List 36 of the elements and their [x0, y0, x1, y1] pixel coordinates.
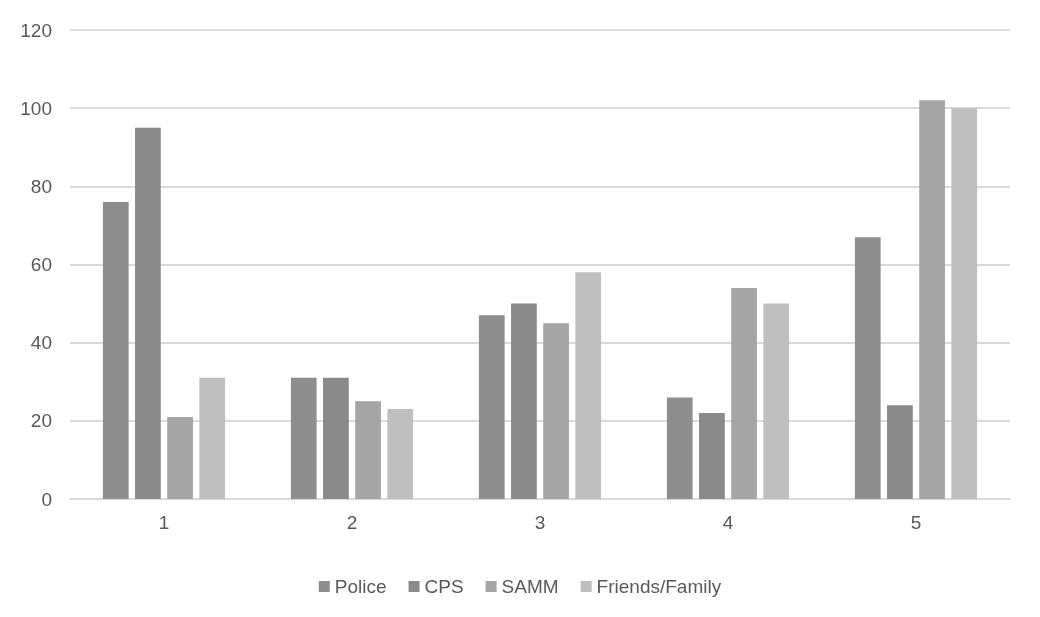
bar: [323, 377, 349, 499]
legend-label: Police: [334, 576, 387, 597]
bar: [763, 303, 790, 499]
bar: [387, 409, 414, 499]
bar: [854, 237, 881, 499]
bar: [511, 303, 537, 499]
y-tick-label: 120: [20, 19, 52, 41]
bar: [951, 108, 978, 499]
bar: [290, 377, 317, 499]
legend-label: CPS: [424, 576, 464, 597]
y-tick-label: 40: [30, 332, 52, 354]
bar: [355, 401, 381, 499]
bar: [135, 127, 161, 499]
y-tick-label: 60: [30, 254, 52, 275]
y-tick-label: 0: [41, 488, 52, 510]
x-tick-label: 4: [722, 512, 734, 533]
bar: [167, 416, 193, 499]
y-tick-label: 80: [30, 175, 52, 197]
bar: [478, 315, 505, 499]
bar: [575, 272, 602, 499]
bar: [666, 397, 693, 499]
x-tick-label: 1: [158, 512, 170, 533]
bar: [199, 377, 226, 499]
bar: [919, 100, 945, 499]
legend-label: SAMM: [501, 576, 559, 597]
bar: [699, 413, 725, 499]
x-tick-label: 5: [910, 512, 922, 533]
bar: [543, 323, 569, 499]
bar: [887, 405, 913, 499]
x-tick-label: 2: [346, 512, 358, 533]
legend-label: Friends/Family: [596, 576, 722, 597]
bar: [102, 201, 129, 499]
x-tick-label: 3: [534, 512, 546, 533]
y-tick-label: 100: [20, 97, 52, 119]
y-tick-label: 20: [30, 410, 52, 432]
bar: [731, 287, 757, 499]
